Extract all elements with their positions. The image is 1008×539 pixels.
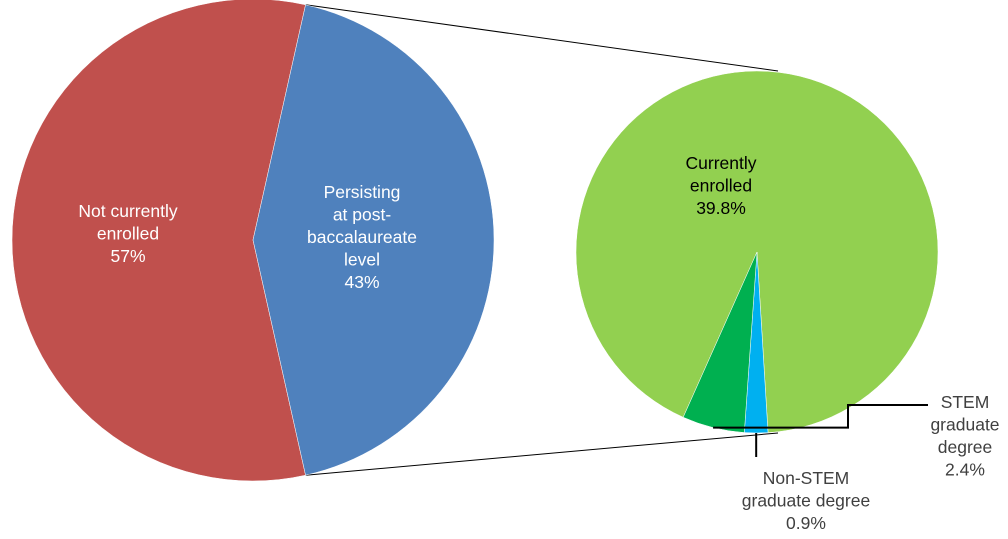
leader-line-stem xyxy=(713,404,928,429)
slice-currently-enrolled-39-8 xyxy=(575,70,939,433)
leader-lines xyxy=(713,404,928,457)
connector-lines xyxy=(305,4,779,476)
main-pie xyxy=(11,0,495,482)
label-not-currently-enrolled: Not currently enrolled 57% xyxy=(78,201,177,266)
label-stem-graduate-degree: STEM graduate degree 2.4% xyxy=(930,392,999,480)
secondary-pie xyxy=(575,70,939,434)
data-labels: Not currently enrolled 57% Persisting at pos… xyxy=(78,153,999,533)
label-persisting: Persisting at post-baccalaureate level 43% xyxy=(307,182,417,292)
slice-not-currently-enrolled-57 xyxy=(11,0,306,482)
slice-persisting-at-post-baccalaureate-level-43 xyxy=(252,4,495,476)
label-currently-enrolled: Currently enrolled 39.8% xyxy=(686,153,757,218)
connector-line-top xyxy=(305,4,779,72)
connector-line-bottom xyxy=(305,432,779,476)
label-non-stem-graduate-degree: Non-STEM graduate degree 0.9% xyxy=(742,468,870,533)
